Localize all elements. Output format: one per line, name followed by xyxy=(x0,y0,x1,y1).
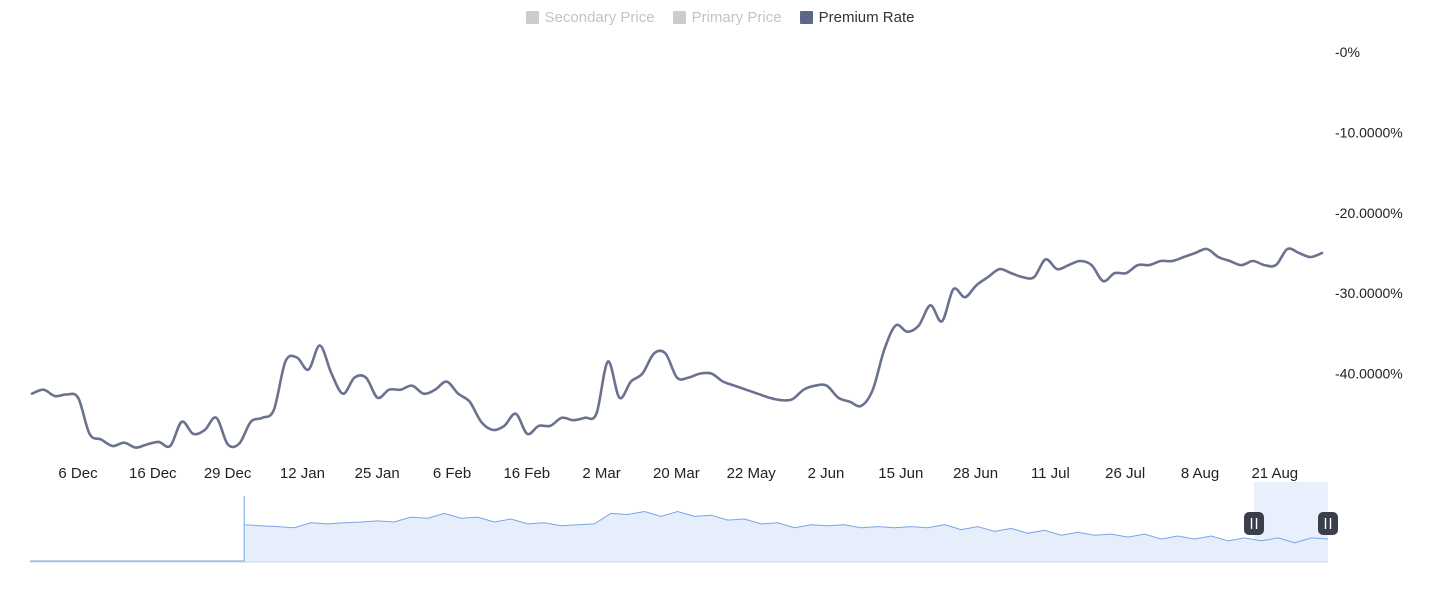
x-tick-label: 15 Jun xyxy=(878,465,923,482)
series-layer xyxy=(30,247,1324,449)
navigator-handle-left[interactable] xyxy=(1244,512,1265,535)
y-tick-label: -10.0000% xyxy=(1335,124,1403,140)
x-tick-label: 21 Aug xyxy=(1251,465,1298,482)
legend-swatch xyxy=(672,10,686,24)
x-tick-label: 12 Jan xyxy=(280,465,325,482)
legend-label: Primary Price xyxy=(691,8,782,26)
x-tick-label: 8 Aug xyxy=(1181,465,1219,482)
y-tick-label: -20.0000% xyxy=(1335,205,1403,221)
series-line-premium-rate xyxy=(30,247,1324,449)
x-tick-label: 6 Feb xyxy=(433,465,471,482)
x-tick-label: 11 Jul xyxy=(1031,465,1070,482)
x-tick-label: 20 Mar xyxy=(653,465,700,482)
y-tick-label: -30.0000% xyxy=(1335,285,1403,301)
navigator-line xyxy=(30,495,1329,562)
x-tick-label: 25 Jan xyxy=(355,465,400,482)
legend-swatch xyxy=(799,10,813,24)
x-tick-label: 22 May xyxy=(727,465,777,482)
y-tick-label: -0% xyxy=(1335,44,1360,60)
legend-item-secondary-price[interactable]: Secondary Price xyxy=(525,8,655,26)
x-tick-label: 2 Mar xyxy=(582,465,620,482)
legend-swatch xyxy=(525,10,539,24)
legend-label: Premium Rate xyxy=(818,8,915,26)
x-tick-label: 29 Dec xyxy=(204,465,252,482)
legend-label: Secondary Price xyxy=(544,8,655,26)
x-tick-label: 2 Jun xyxy=(808,465,845,482)
y-tick-label: -40.0000% xyxy=(1335,366,1403,382)
x-tick-label: 6 Dec xyxy=(58,465,98,482)
navigator-area xyxy=(30,496,1328,562)
y-axis: -0% -10.0000% -20.0000% -30.0000% -40.0000% xyxy=(1335,44,1403,382)
x-axis: 6 Dec 16 Dec 29 Dec 12 Jan 25 Jan 6 Feb 16 Feb… xyxy=(58,465,1298,482)
legend: Secondary Price Primary Price Premium Rate xyxy=(0,6,1440,28)
x-tick-label: 16 Feb xyxy=(503,465,550,482)
legend-item-primary-price[interactable]: Primary Price xyxy=(672,8,782,26)
navigator-handle-right[interactable] xyxy=(1318,512,1338,535)
x-tick-label: 16 Dec xyxy=(129,465,177,482)
x-tick-label: 28 Jun xyxy=(953,465,998,482)
legend-item-premium-rate[interactable]: Premium Rate xyxy=(799,8,915,26)
x-tick-label: 26 Jul xyxy=(1105,465,1145,482)
navigator[interactable] xyxy=(30,482,1338,563)
